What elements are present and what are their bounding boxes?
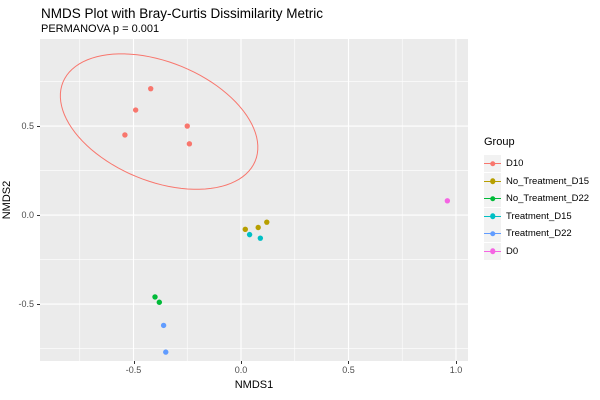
chart-subtitle: PERMANOVA p = 0.001: [41, 23, 160, 35]
legend-item-D10: D10: [484, 155, 596, 173]
x-tick-label: 0.5: [342, 365, 355, 375]
data-point-No_Treatment_D15: [255, 224, 261, 231]
data-point-D0: [444, 198, 451, 204]
legend-title: Group: [484, 136, 515, 148]
scatter-plot-svg: [40, 39, 468, 361]
x-axis-title: NMDS1: [234, 379, 274, 391]
legend-key-icon: [484, 190, 501, 208]
legend: Group D10 No_Treatment_D15 No_Treatment_D2…: [484, 136, 596, 260]
legend-item-No_Treatment_D22: No_Treatment_D22: [484, 190, 596, 208]
data-point-No_Treatment_D15: [264, 219, 270, 225]
legend-label: D10: [506, 158, 524, 170]
legend-item-No_Treatment_D15: No_Treatment_D15: [484, 172, 596, 191]
y-tick-label: 0.0: [21, 210, 34, 221]
legend-rows: D10 No_Treatment_D15 No_Treatment_D22 Treat…: [484, 155, 596, 260]
data-point-D10: [184, 123, 190, 129]
confidence-ellipse: [59, 53, 259, 190]
data-point-D10: [122, 132, 128, 138]
x-tick-mark: [455, 361, 457, 364]
data-point-No_Treatment_D22: [152, 294, 158, 300]
legend-key-icon: [484, 207, 501, 225]
legend-label: Treatment_D22: [506, 228, 572, 240]
y-tick-label: 0.5: [21, 121, 34, 132]
y-axis-title: NMDS2: [1, 180, 13, 220]
data-point-D10: [186, 141, 193, 147]
data-point-D10: [148, 85, 154, 92]
plot-panel: [40, 39, 468, 361]
data-point-D10: [132, 107, 139, 113]
x-tick-label: 1.0: [449, 365, 463, 375]
legend-key-dot: [489, 213, 496, 219]
legend-item-Treatment_D15: Treatment_D15: [484, 207, 596, 226]
legend-key-icon: [484, 225, 501, 243]
data-point-Treatment_D15: [246, 231, 253, 238]
legend-key-dot: [489, 178, 496, 184]
legend-item-D0: D0: [484, 242, 596, 261]
legend-label: Treatment_D15: [506, 210, 572, 222]
legend-key-dot: [489, 231, 496, 237]
legend-key-dot: [489, 161, 496, 167]
x-tick-label: -0.5: [125, 365, 142, 375]
data-point-Treatment_D15: [257, 235, 264, 241]
legend-label: No_Treatment_D15: [506, 175, 590, 187]
legend-label: D0: [506, 245, 519, 257]
legend-key-icon: [484, 172, 501, 190]
legend-key-dot: [489, 196, 496, 202]
legend-key-icon: [484, 155, 501, 173]
x-tick-label: 0.0: [234, 365, 248, 375]
chart-title: NMDS Plot with Bray-Curtis Dissimilarity…: [41, 6, 324, 21]
legend-key-dot: [489, 248, 496, 254]
legend-item-Treatment_D22: Treatment_D22: [484, 225, 596, 243]
y-tick-label: -0.5: [18, 299, 34, 310]
data-point-No_Treatment_D15: [242, 226, 248, 232]
x-tick-mark: [133, 361, 135, 364]
x-tick-mark: [240, 361, 242, 364]
data-point-Treatment_D22: [163, 349, 169, 355]
legend-key-icon: [484, 242, 501, 260]
data-point-Treatment_D22: [160, 322, 167, 329]
data-point-No_Treatment_D22: [156, 299, 163, 305]
x-tick-mark: [348, 361, 350, 364]
legend-label: No_Treatment_D22: [506, 193, 590, 205]
